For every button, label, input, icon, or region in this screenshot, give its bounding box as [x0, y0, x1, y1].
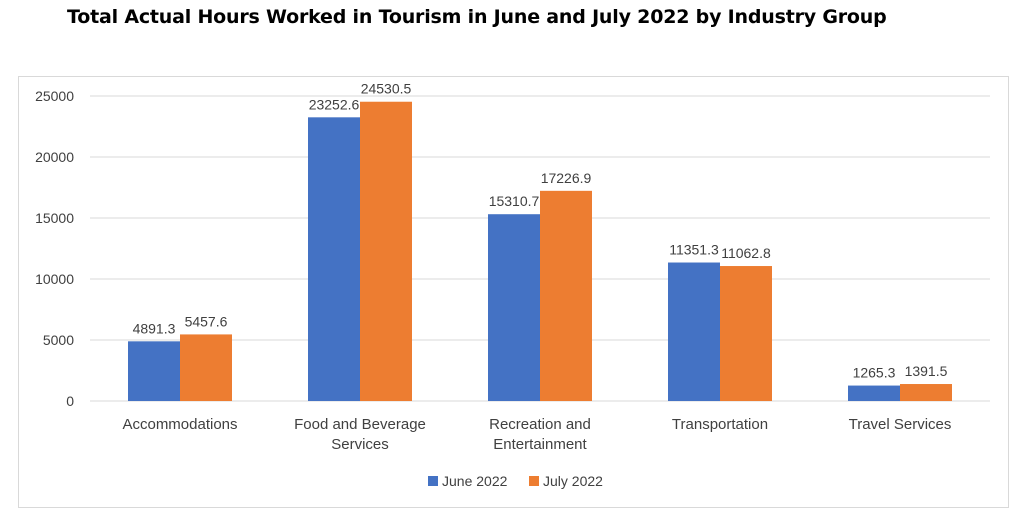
bar-july: [900, 384, 952, 401]
y-tick-label: 5000: [43, 332, 74, 348]
data-label: 24530.5: [361, 81, 412, 97]
x-tick-label: Recreation and: [489, 416, 591, 433]
x-tick-label: Food and Beverage: [294, 416, 426, 433]
data-label: 11062.8: [721, 245, 771, 261]
x-tick-label: Entertainment: [493, 436, 587, 453]
legend-swatch: [428, 476, 438, 486]
x-tick-label: Transportation: [672, 416, 768, 433]
data-label: 11351.3: [669, 242, 719, 258]
x-axis-ticks: Accommodations Food and Beverage Services R…: [122, 416, 951, 453]
y-tick-label: 20000: [35, 149, 74, 165]
y-tick-label: 15000: [35, 210, 74, 226]
y-axis-ticks: 0 5000 10000 15000 20000 25000: [35, 88, 74, 409]
bar-july: [720, 266, 772, 401]
bar-june: [128, 341, 180, 401]
legend: June 2022 July 2022: [428, 473, 603, 489]
x-tick-label: Travel Services: [849, 416, 952, 433]
bar-july: [540, 190, 592, 401]
legend-label: June 2022: [442, 473, 508, 489]
data-label: 1265.3: [853, 365, 896, 381]
x-tick-label: Accommodations: [122, 416, 237, 433]
chart-frame: [18, 76, 1009, 508]
y-tick-label: 0: [66, 393, 74, 409]
y-tick-label: 25000: [35, 88, 74, 104]
bar-june: [668, 262, 720, 401]
data-label: 23252.6: [309, 96, 360, 112]
data-label: 1391.5: [905, 363, 948, 379]
bar-july: [180, 334, 232, 401]
bar-june: [308, 117, 360, 401]
chart-title: Total Actual Hours Worked in Tourism in …: [67, 6, 887, 28]
bar-june: [848, 385, 900, 401]
data-label: 4891.3: [133, 320, 176, 336]
legend-swatch: [529, 476, 539, 486]
x-tick-label: Services: [331, 436, 389, 453]
legend-label: July 2022: [543, 473, 603, 489]
bars: [128, 101, 952, 401]
data-label: 17226.9: [541, 170, 592, 186]
y-tick-label: 10000: [35, 271, 74, 287]
data-label: 15310.7: [489, 193, 540, 209]
bar-july: [360, 101, 412, 401]
data-label: 5457.6: [185, 313, 228, 329]
bar-june: [488, 214, 540, 401]
